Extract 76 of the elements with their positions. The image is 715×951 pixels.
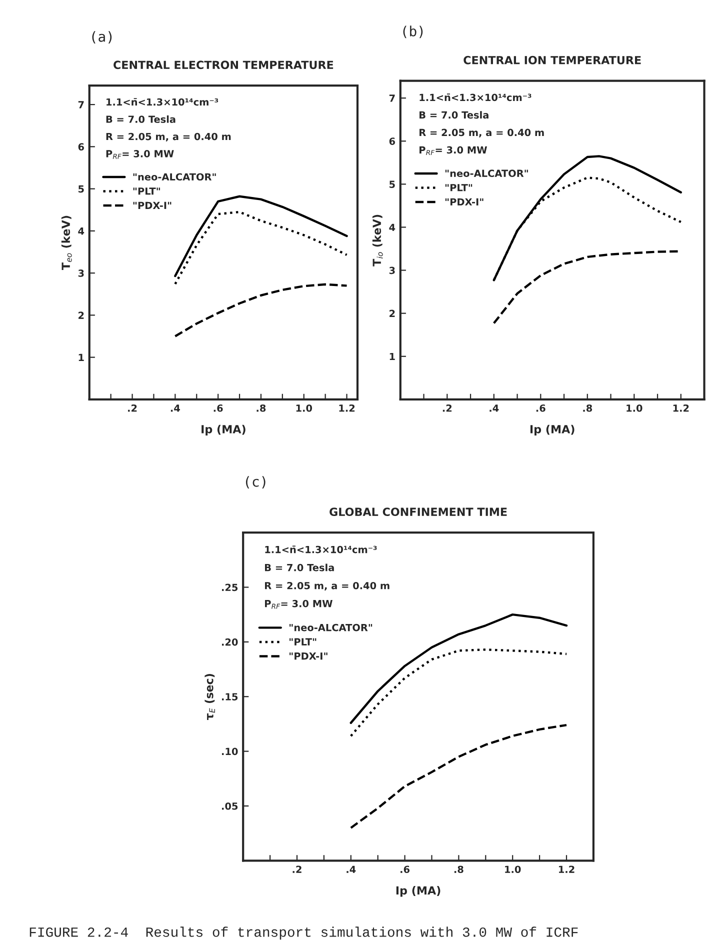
annotation: P$_{RF}$= 3.0 MW [265, 600, 332, 609]
y-axis-title: τ$_{E}$ (sec) [204, 674, 215, 720]
annotation: R = 2.05 m, a = 0.40 m [106, 132, 231, 142]
y-tick-label: 5 [390, 180, 395, 188]
annotation: R = 2.05 m, a = 0.40 m [265, 582, 390, 591]
x-tick-label: 1.2 [673, 404, 689, 412]
y-tick-label: 3 [389, 266, 395, 274]
x-tick-label: .2 [442, 404, 452, 412]
x-tick-label: .6 [400, 866, 410, 874]
legend-label: "neo-ALCATOR" [133, 173, 216, 181]
y-tick-label: .25 [222, 584, 238, 592]
y-tick-label: 6 [389, 138, 396, 145]
y-tick-label: 2 [390, 310, 395, 318]
x-tick-label: .4 [346, 866, 356, 873]
legend-label: "PLT" [133, 188, 160, 195]
line-series [350, 724, 568, 829]
y-tick-label: 6 [78, 143, 84, 151]
y-tick-label: 4 [389, 224, 396, 231]
annotation: 1.1<n̄<1.3×10¹⁴cm⁻³ [265, 546, 377, 554]
x-tick-label: 1.2 [339, 404, 355, 412]
y-tick-label: 4 [78, 228, 84, 235]
chart-title: CENTRAL ION TEMPERATURE [464, 56, 641, 64]
x-tick-label: 1.0 [296, 404, 312, 412]
legend-label: "neo-ALCATOR" [290, 624, 372, 632]
y-tick-label: .20 [222, 638, 238, 646]
x-tick-label: .6 [214, 404, 223, 412]
chart-title: CENTRAL ELECTRON TEMPERATURE [114, 60, 334, 70]
y-tick-label: 1 [78, 354, 84, 361]
x-tick-label: .2 [128, 404, 137, 412]
x-axis-title: Ip (MA) [530, 424, 574, 436]
legend-label: "PDX-I" [290, 652, 328, 660]
x-tick-label: .8 [256, 404, 266, 412]
x-tick-label: .2 [292, 866, 302, 873]
annotation: 1.1<n̄<1.3×10¹⁴cm⁻³ [106, 98, 218, 106]
annotation: B = 7.0 Tesla [106, 115, 176, 123]
x-axis-title: Ip (MA) [202, 424, 246, 436]
line-series [174, 283, 348, 338]
x-tick-label: 1.0 [626, 404, 642, 412]
legend-label: "PLT" [445, 184, 472, 192]
line-series [174, 195, 348, 278]
chart-title: GLOBAL CONFINEMENT TIME [330, 508, 507, 516]
y-tick-label: 3 [78, 270, 84, 277]
x-tick-label: .6 [536, 404, 546, 412]
annotation: B = 7.0 Tesla [265, 564, 334, 572]
y-tick-label: .10 [222, 748, 238, 756]
text: (b) [403, 26, 423, 38]
legend-label: "PLT" [290, 638, 316, 646]
text: (c) [246, 476, 266, 488]
annotation: P$_{RF}$= 3.0 MW [420, 146, 487, 156]
x-axis-title: Ip (MA) [396, 886, 440, 897]
legend-label: "PDX-I" [133, 202, 172, 209]
y-axis-title: T$_{eo}$ (keV) [61, 216, 72, 270]
y-tick-label: 7 [389, 94, 395, 102]
x-tick-label: .8 [454, 866, 464, 874]
x-tick-label: .4 [170, 404, 180, 412]
legend-label: "neo-ALCATOR" [445, 170, 528, 178]
x-tick-label: 1.2 [558, 866, 574, 873]
caption: FIGURE 2.2-4 Results of transport simulations with 3.0 MW of ICRF [30, 926, 578, 940]
text: (a) [92, 31, 112, 44]
line-series [174, 210, 348, 286]
annotation: R = 2.05 m, a = 0.40 m [420, 128, 544, 138]
annotation: 1.1<n̄<1.3×10¹⁴cm⁻³ [420, 94, 532, 102]
y-tick-label: .05 [222, 802, 238, 810]
legend-label: "PDX-I" [445, 198, 484, 206]
y-tick-label: .15 [222, 693, 238, 700]
annotation: P$_{RF}$= 3.0 MW [106, 150, 174, 159]
y-tick-label: 7 [78, 101, 84, 108]
line-series [350, 648, 568, 738]
y-axis-title: T$_{io}$ (keV) [372, 214, 383, 266]
y-tick-label: 1 [390, 352, 395, 360]
x-tick-label: .4 [490, 404, 499, 412]
x-tick-label: .8 [583, 404, 592, 412]
x-tick-label: 1.0 [505, 866, 521, 874]
y-tick-label: 2 [78, 312, 84, 319]
annotation: B = 7.0 Tesla [420, 111, 488, 119]
y-tick-label: 5 [78, 185, 84, 193]
